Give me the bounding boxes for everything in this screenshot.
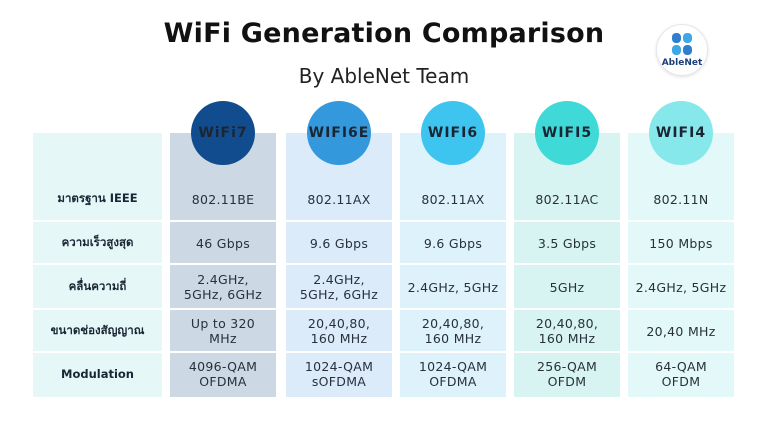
row-label: มาตรฐาน IEEE <box>57 191 138 205</box>
row-label-column <box>33 133 162 397</box>
table-cell: 802.11AC <box>535 191 599 207</box>
table-cell: 1024-QAM OFDMA <box>418 359 488 389</box>
table-cell: 1024-QAM sOFDMA <box>304 359 374 389</box>
page-title: WiFi Generation Comparison <box>163 18 605 49</box>
row-label: Modulation <box>61 367 134 381</box>
table-cell: 2.4GHz, 5GHz <box>635 279 727 295</box>
row-divider <box>33 220 734 222</box>
table-cell: 64-QAM OFDM <box>655 359 707 389</box>
table-cell: 5GHz <box>549 279 585 295</box>
table-cell: 802.11BE <box>191 191 255 207</box>
column-background-wifi7 <box>170 133 276 397</box>
table-cell: 256-QAM OFDM <box>536 359 598 389</box>
row-divider <box>33 308 734 310</box>
table-cell: 4096-QAM OFDMA <box>188 359 258 389</box>
logo-text: AbleNet <box>661 58 703 68</box>
table-cell: 802.11AX <box>421 191 485 207</box>
column-background-wifi6 <box>400 133 506 397</box>
generation-badge-wifi7: WiFi7 <box>191 101 255 165</box>
generation-badge-wifi4: WIFI4 <box>649 101 713 165</box>
generation-badge-wifi6e: WIFI6E <box>307 101 371 165</box>
page-subtitle: By AbleNet Team <box>298 64 470 88</box>
table-cell: 150 Mbps <box>649 235 713 251</box>
table-cell: 2.4GHz, 5GHz, 6GHz <box>299 272 379 302</box>
generation-badge-wifi5: WIFI5 <box>535 101 599 165</box>
column-background-wifi6e <box>286 133 392 397</box>
table-cell: 20,40,80, 160 MHz <box>535 316 599 346</box>
table-cell: 802.11AX <box>307 191 371 207</box>
column-background-wifi4 <box>628 133 734 397</box>
table-cell: 46 Gbps <box>195 235 251 251</box>
table-cell: 9.6 Gbps <box>423 235 483 251</box>
table-cell: 20,40,80, 160 MHz <box>307 316 371 346</box>
row-label: คลื่นความถี่ <box>68 279 127 293</box>
row-label: ความเร็วสูงสุด <box>61 235 134 249</box>
table-cell: 3.5 Gbps <box>537 235 597 251</box>
table-cell: 802.11N <box>653 191 709 207</box>
table-cell: Up to 320 MHz <box>190 316 256 346</box>
row-divider <box>33 351 734 353</box>
generation-badge-wifi6: WIFI6 <box>421 101 485 165</box>
table-cell: 20,40 MHz <box>646 323 716 339</box>
table-cell: 20,40,80, 160 MHz <box>421 316 485 346</box>
table-cell: 2.4GHz, 5GHz, 6GHz <box>183 272 263 302</box>
row-divider <box>33 263 734 265</box>
table-cell: 2.4GHz, 5GHz <box>407 279 499 295</box>
ablenet-logo-icon <box>672 33 692 55</box>
ablenet-logo: AbleNet <box>656 24 708 76</box>
row-label: ขนาดช่องสัญญาณ <box>50 323 145 337</box>
table-cell: 9.6 Gbps <box>309 235 369 251</box>
column-background-wifi5 <box>514 133 620 397</box>
